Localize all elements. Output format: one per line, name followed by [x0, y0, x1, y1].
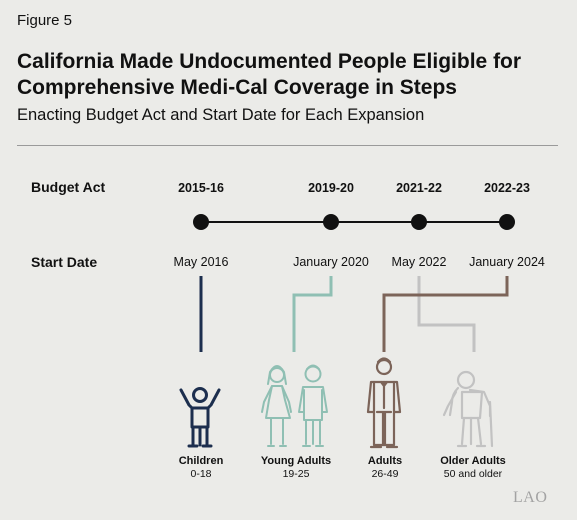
- timeline-dot: [323, 214, 339, 230]
- young-adults-connector: [292, 276, 333, 352]
- figure-label: Figure 5: [17, 12, 73, 29]
- timeline-dot: [193, 214, 209, 230]
- title-divider: [17, 145, 558, 146]
- group-ages: 50 and older: [444, 468, 503, 480]
- timeline-dot: [499, 214, 515, 230]
- title-line-2: Comprehensive Medi-Cal Coverage in Steps: [17, 76, 457, 99]
- budget-act-year: 2019-20: [308, 181, 354, 195]
- figure-subtitle: Enacting Budget Act and Start Date for E…: [17, 106, 425, 124]
- group-name: Children: [179, 455, 224, 467]
- group-name: Young Adults: [261, 455, 331, 467]
- title-line-1: California Made Undocumented People Elig…: [17, 50, 522, 73]
- group-ages: 0-18: [190, 468, 211, 480]
- start-date-label: May 2016: [174, 255, 229, 269]
- budget-act-year: 2021-22: [396, 181, 442, 195]
- group-name: Adults: [368, 455, 402, 467]
- figure-title: California Made Undocumented People Elig…: [17, 49, 562, 101]
- group-name: Older Adults: [440, 455, 506, 467]
- lao-logo: LAO: [513, 489, 548, 506]
- adult-icon: [366, 357, 402, 449]
- start-date-row-label: Start Date: [31, 254, 97, 270]
- group-ages: 26-49: [372, 468, 399, 480]
- group-ages: 19-25: [283, 468, 310, 480]
- older-adult-icon: [442, 370, 494, 448]
- start-date-label: January 2020: [293, 255, 369, 269]
- start-date-label: May 2022: [392, 255, 447, 269]
- adults-connector: [382, 276, 509, 352]
- budget-act-year: 2022-23: [484, 181, 530, 195]
- start-date-label: January 2024: [469, 255, 545, 269]
- young-adults-icon: [261, 364, 328, 447]
- older-adults-connector: [417, 276, 476, 352]
- child-icon: [179, 387, 221, 448]
- timeline-dot: [411, 214, 427, 230]
- budget-act-row-label: Budget Act: [31, 179, 105, 195]
- budget-act-year: 2015-16: [178, 181, 224, 195]
